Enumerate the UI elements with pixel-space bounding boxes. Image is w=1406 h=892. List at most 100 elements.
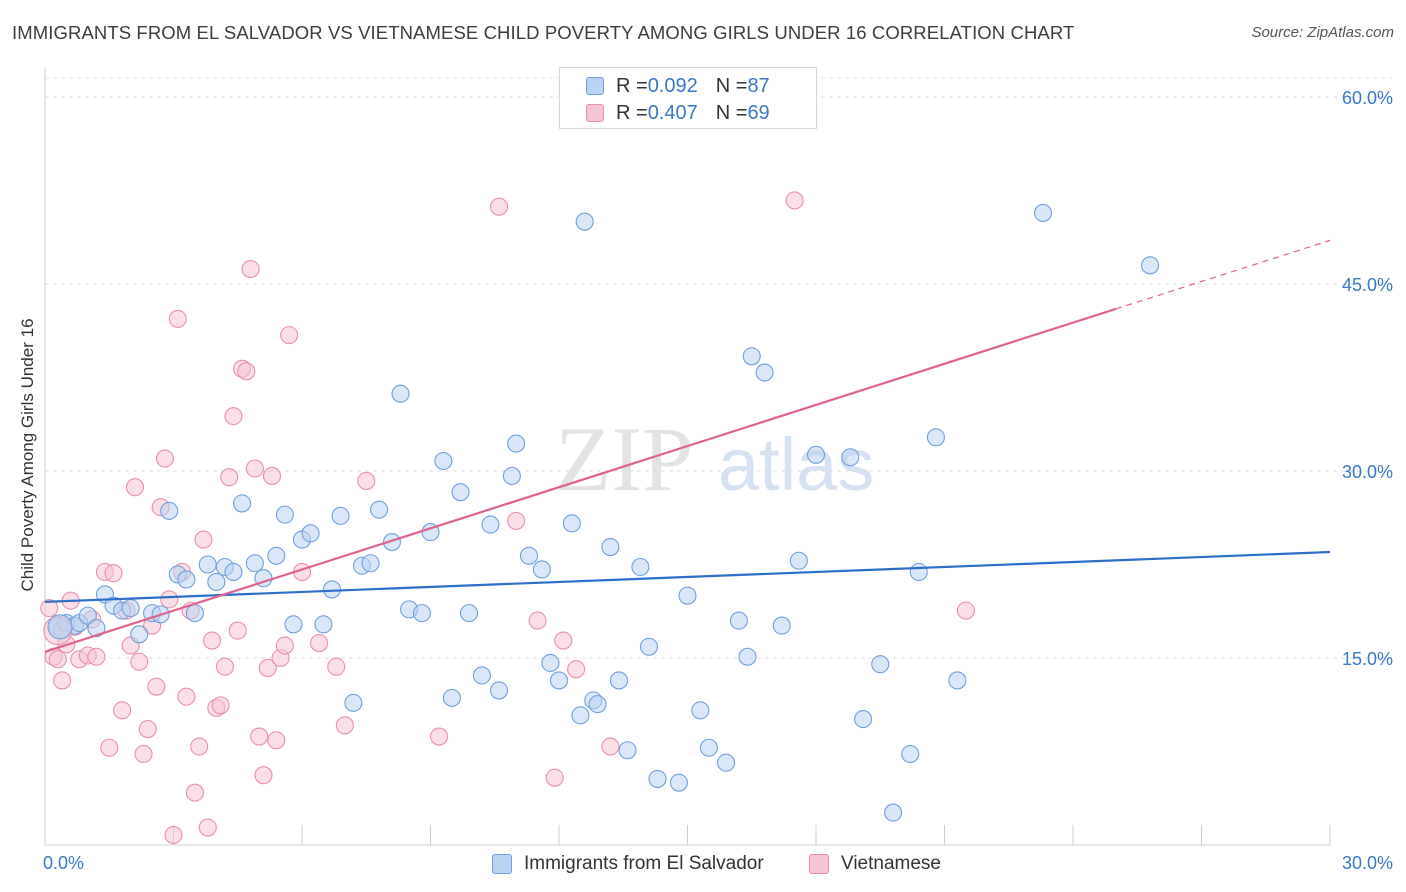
bottom-legend-swatch-pink [809,854,829,874]
vietnamese-point [245,459,264,478]
el-salvador-point [314,615,333,634]
el-salvador-point [909,562,928,582]
el-salvador-point [481,515,500,534]
el-salvador-point [434,451,453,471]
el-salvador-point [742,347,761,366]
el-salvador-point [789,551,808,570]
el-salvador-point [177,570,196,589]
el-salvador-trend-line [44,550,1331,603]
vietnamese-point [198,818,217,837]
legend-swatch-pink [586,104,604,122]
y-tick-label: 45.0% [1342,275,1393,295]
el-salvador-point [267,546,286,565]
vietnamese-point [48,650,67,669]
el-salvador-point [729,611,748,630]
vietnamese-point [430,727,449,746]
el-salvador-point [224,562,243,582]
vietnamese-point [220,468,239,487]
el-salvador-point [1033,203,1053,222]
el-salvador-point [519,546,539,565]
legend-n-value: 87 [747,74,770,97]
el-salvador-point [502,466,521,486]
bottom-legend-el-salvador: Immigrants from El Salvador [492,851,764,877]
vietnamese-point [130,652,149,671]
vietnamese-point [545,768,564,787]
el-salvador-point [639,637,659,656]
legend-n-label: N = [715,101,748,124]
vietnamese-point [177,687,196,706]
el-salvador-point [562,514,581,533]
el-salvador-point [382,533,402,552]
vietnamese-point [335,716,354,735]
el-salvador-point [331,506,350,525]
vietnamese-point [554,631,573,650]
el-salvador-point [926,428,945,447]
vietnamese-point [190,737,209,756]
vietnamese-point [185,783,204,802]
y-axis-label: Child Poverty Among Girls Under 16 [18,318,37,592]
el-salvador-point [618,741,637,760]
vietnamese-trend-extension [1115,239,1331,310]
y-tick-label: 60.0% [1342,88,1393,108]
vietnamese-point [125,478,144,497]
vietnamese-point [327,657,346,676]
vietnamese-point [87,647,106,666]
el-salvador-point [87,619,106,638]
vietnamese-point [237,362,256,381]
vietnamese-point [164,825,183,845]
el-salvador-point [948,671,967,690]
correlation-legend: R = 0.092 N = 87 R = 0.407 N = 69 [559,67,817,129]
vietnamese-point [138,720,157,739]
y-tick-label: 30.0% [1342,462,1393,482]
el-salvador-point [472,666,491,685]
el-salvador-point [575,212,594,231]
vietnamese-point [357,471,376,491]
vietnamese-point [104,564,123,583]
el-salvador-point [507,434,526,453]
el-salvador-point [532,560,551,579]
el-salvador-point [541,653,560,673]
el-salvador-point [716,753,736,772]
legend-r-value: 0.092 [647,74,698,97]
vietnamese-point [250,727,269,746]
el-salvador-point [275,505,294,524]
chart-title: IMMIGRANTS FROM EL SALVADOR VS VIETNAMES… [12,22,1075,43]
vietnamese-point [203,631,222,650]
watermark-zip: ZIP [555,408,693,510]
legend-r-label: R = [616,101,648,124]
vietnamese-point [528,611,547,630]
el-salvador-point [451,483,470,502]
vietnamese-point [262,466,282,486]
bottom-legend-label-el-salvador: Immigrants from El Salvador [524,853,764,874]
el-salvador-point [738,647,757,666]
bottom-legend-swatch-blue [492,854,512,874]
el-salvador-point [160,501,179,520]
el-salvador-point [699,738,718,757]
vietnamese-point [956,601,975,620]
legend-row-vietnamese: R = 0.407 N = 69 [586,101,770,125]
el-salvador-point [198,555,217,574]
el-salvador-point [442,688,461,707]
vietnamese-point [601,737,620,756]
vietnamese-point [53,671,72,690]
el-salvador-point [631,557,650,577]
el-salvador-point [755,363,774,382]
vietnamese-point [507,511,526,530]
el-salvador-point [344,693,363,712]
vietnamese-point [489,197,509,216]
vietnamese-trend-line [44,307,1117,653]
vietnamese-point [215,657,234,676]
vietnamese-point [241,259,260,279]
vietnamese-point [160,590,179,609]
el-salvador-point [884,803,903,822]
legend-row-el-salvador: R = 0.092 N = 87 [586,74,770,98]
el-salvador-point [901,744,920,764]
vietnamese-point [100,738,119,757]
el-salvador-point [854,710,873,729]
el-salvador-point [232,494,252,513]
vietnamese-point [275,636,294,655]
legend-r-label: R = [616,74,648,97]
el-salvador-point [121,599,140,618]
vietnamese-point [280,326,299,345]
